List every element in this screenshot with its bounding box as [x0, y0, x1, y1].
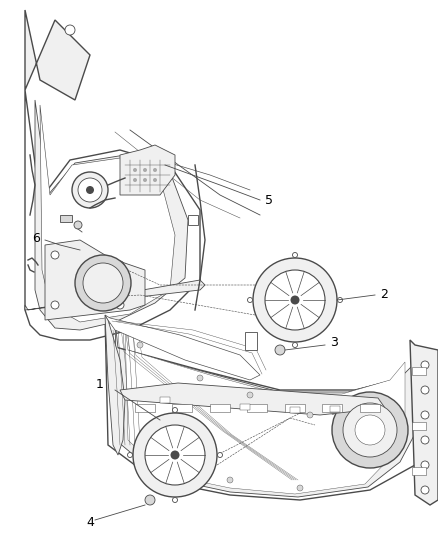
Circle shape [145, 495, 155, 505]
Circle shape [421, 486, 429, 494]
Polygon shape [25, 90, 200, 340]
Circle shape [137, 342, 143, 348]
Polygon shape [25, 10, 90, 100]
Polygon shape [120, 383, 385, 415]
Circle shape [421, 411, 429, 419]
Circle shape [153, 168, 157, 172]
Text: 2: 2 [380, 288, 388, 302]
Circle shape [127, 453, 133, 457]
Circle shape [355, 415, 385, 445]
Circle shape [170, 450, 180, 459]
Circle shape [297, 485, 303, 491]
Circle shape [332, 392, 408, 468]
Polygon shape [105, 315, 125, 455]
Bar [412, 367, 426, 375]
Text: 4: 4 [86, 516, 94, 529]
Polygon shape [105, 315, 430, 500]
Polygon shape [105, 315, 260, 380]
Circle shape [247, 392, 253, 398]
Circle shape [307, 412, 313, 418]
Bar [360, 404, 380, 412]
Polygon shape [35, 100, 188, 330]
Circle shape [78, 178, 102, 202]
Polygon shape [40, 105, 175, 322]
Polygon shape [125, 325, 405, 494]
Circle shape [218, 453, 223, 457]
Polygon shape [45, 240, 145, 320]
Circle shape [290, 295, 300, 304]
Circle shape [275, 345, 285, 355]
Circle shape [421, 461, 429, 469]
Polygon shape [25, 280, 205, 310]
Text: 1: 1 [96, 378, 104, 392]
Polygon shape [188, 215, 198, 225]
Bar [240, 404, 250, 410]
Circle shape [74, 221, 82, 229]
Bar [210, 404, 230, 412]
Circle shape [51, 251, 59, 259]
Text: 6: 6 [32, 231, 40, 245]
Bar [412, 422, 426, 430]
Circle shape [133, 413, 217, 497]
Circle shape [293, 253, 297, 257]
Circle shape [51, 301, 59, 309]
Bar [290, 407, 300, 413]
Circle shape [338, 297, 343, 303]
Circle shape [293, 343, 297, 348]
Circle shape [145, 425, 205, 485]
Bar [172, 404, 192, 412]
Circle shape [133, 178, 137, 182]
Polygon shape [115, 320, 418, 497]
Circle shape [116, 261, 124, 269]
Bar [285, 404, 305, 412]
Circle shape [227, 477, 233, 483]
Circle shape [143, 178, 147, 182]
Bar [412, 467, 426, 475]
Circle shape [75, 255, 131, 311]
Circle shape [116, 301, 124, 309]
Polygon shape [60, 215, 72, 222]
Circle shape [343, 403, 397, 457]
Polygon shape [120, 145, 175, 195]
Text: 5: 5 [265, 193, 273, 206]
Circle shape [157, 457, 163, 463]
Circle shape [153, 178, 157, 182]
Circle shape [86, 186, 94, 194]
Bar [135, 404, 155, 412]
Circle shape [265, 270, 325, 330]
Circle shape [253, 258, 337, 342]
Bar [330, 406, 340, 412]
Bar [322, 404, 342, 412]
Text: 3: 3 [330, 336, 338, 350]
Bar [247, 404, 267, 412]
Circle shape [197, 375, 203, 381]
Circle shape [173, 497, 177, 503]
Circle shape [143, 168, 147, 172]
Circle shape [65, 25, 75, 35]
Circle shape [421, 386, 429, 394]
Polygon shape [410, 340, 438, 505]
Bar [160, 397, 170, 403]
Circle shape [421, 361, 429, 369]
Circle shape [421, 436, 429, 444]
Bar [245, 332, 257, 350]
Circle shape [173, 408, 177, 413]
Circle shape [247, 297, 252, 303]
Circle shape [133, 168, 137, 172]
Circle shape [72, 172, 108, 208]
Circle shape [83, 263, 123, 303]
